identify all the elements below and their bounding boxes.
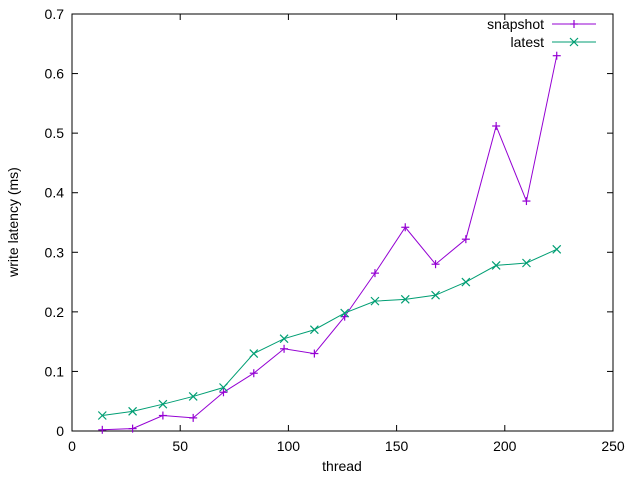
data-point (461, 235, 470, 244)
data-point (249, 349, 259, 358)
y-tick-label: 0 (56, 423, 64, 439)
x-tick-label: 50 (172, 438, 188, 454)
x-tick-label: 250 (601, 438, 625, 454)
data-point (340, 312, 349, 321)
x-tick-label: 0 (68, 438, 76, 454)
data-point (279, 334, 289, 344)
data-point (309, 325, 319, 335)
y-tick-label: 0.5 (45, 125, 65, 141)
x-tick-label: 200 (493, 438, 517, 454)
data-point (98, 425, 107, 434)
legend: snapshot latest (487, 16, 596, 50)
y-tick-label: 0.2 (45, 304, 65, 320)
data-point (128, 406, 138, 416)
series-layer (97, 51, 562, 434)
data-point (522, 197, 531, 206)
data-point (431, 290, 440, 300)
data-point (219, 388, 228, 397)
data-point (158, 399, 168, 409)
series-latest (97, 244, 562, 420)
y-axis: 0 0.1 0.2 0.3 0.4 0.5 0.6 0.7 (45, 6, 613, 439)
data-point (128, 424, 137, 433)
legend-item: snapshot (487, 16, 596, 32)
y-tick-label: 0.3 (45, 244, 65, 260)
data-point (461, 277, 471, 287)
x-tick-label: 100 (277, 438, 301, 454)
legend-label: snapshot (487, 16, 544, 32)
data-point (370, 269, 379, 278)
data-point (219, 383, 228, 392)
data-point (280, 344, 289, 353)
y-tick-label: 0.6 (45, 66, 65, 82)
x-tick-label: 150 (385, 438, 409, 454)
data-point (189, 413, 198, 422)
x-axis-label: thread (322, 458, 362, 474)
data-point (310, 349, 319, 358)
y-tick-label: 0.7 (45, 6, 65, 22)
data-point (400, 294, 410, 304)
data-point (401, 223, 410, 232)
data-point (522, 258, 531, 268)
data-point (370, 296, 380, 306)
y-tick-label: 0.1 (45, 363, 65, 379)
legend-label: latest (511, 34, 545, 50)
legend-item: latest (511, 34, 596, 50)
data-point (431, 260, 440, 269)
legend-marker (570, 20, 578, 28)
data-point (552, 51, 561, 60)
series-line (102, 55, 558, 431)
plot-frame (71, 13, 614, 432)
series-line (102, 248, 557, 417)
legend-marker (569, 37, 579, 47)
data-point (249, 369, 258, 378)
data-point (97, 411, 107, 420)
data-point (552, 244, 562, 254)
x-axis: 0 50 100 150 200 250 (68, 14, 625, 454)
data-point (340, 308, 350, 318)
y-axis-label: write latency (ms) (5, 167, 21, 278)
data-point (158, 411, 167, 420)
data-point (188, 392, 198, 401)
data-point (491, 260, 501, 270)
data-point (492, 121, 501, 130)
series-snapshot (98, 51, 561, 434)
y-tick-label: 0.4 (45, 185, 65, 201)
